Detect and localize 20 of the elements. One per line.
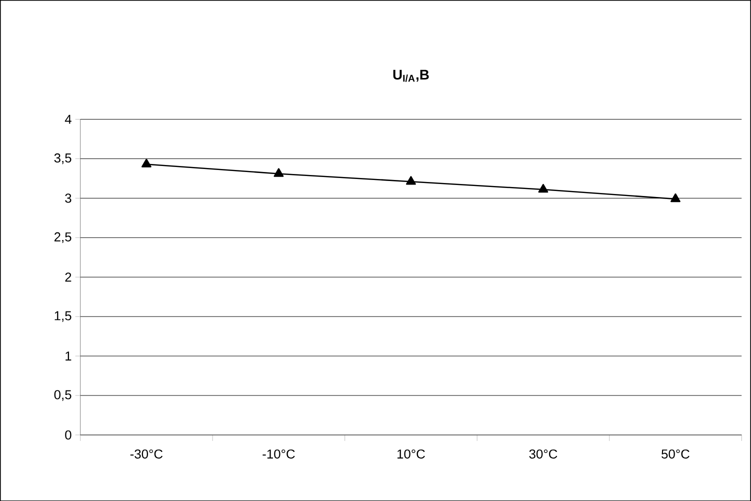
y-tick-label: 2,5 (54, 232, 72, 243)
x-tick-label: -10°C (262, 449, 295, 458)
y-tick-label: 0,5 (54, 390, 72, 401)
y-tick-label: 3 (65, 193, 72, 203)
chart-title: U$_{I/A}$,B (393, 70, 429, 82)
y-tick-label: 3,5 (54, 153, 72, 164)
y-tick-label: 4 (64, 114, 72, 124)
point (274, 168, 284, 177)
y-tick-label: 1 (66, 351, 72, 360)
point (406, 176, 416, 185)
x-tick-label: 50°C (662, 449, 690, 458)
point (141, 158, 152, 168)
point (538, 184, 548, 193)
point (670, 193, 680, 202)
x-tick-label: 30°C (529, 449, 558, 458)
x-tick-label: -30°C (130, 449, 163, 458)
x-tick-label: 10°C (397, 449, 425, 458)
y-tick-label: 1,5 (54, 311, 72, 322)
y-tick-label: 2 (65, 272, 72, 282)
y-tick-label: 0 (65, 430, 72, 440)
